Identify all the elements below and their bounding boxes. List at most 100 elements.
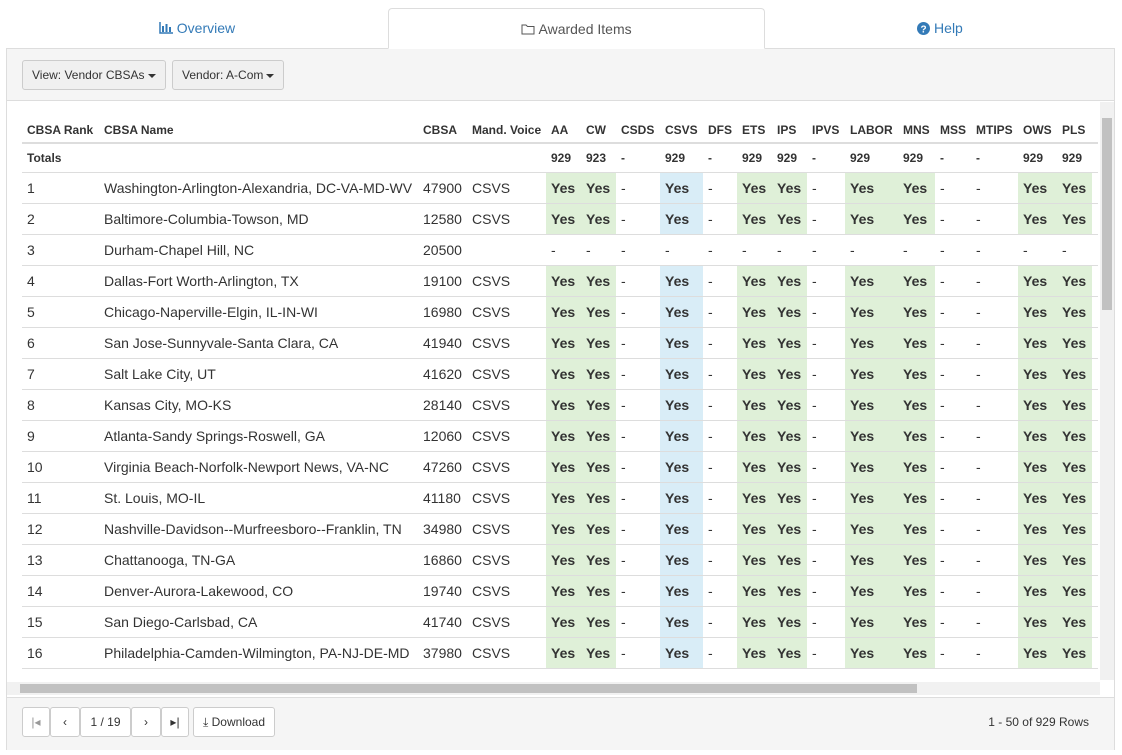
table-cell: Yes — [737, 359, 772, 389]
table-cell: 11 — [27, 490, 42, 506]
table-cell: Yes — [546, 421, 581, 451]
table-cell: - — [812, 645, 817, 661]
button-label: View: Vendor CBSAs — [32, 68, 145, 82]
table-cell: - — [976, 521, 981, 537]
table-cell: Yes — [772, 297, 807, 327]
table-cell: Yes — [845, 514, 898, 544]
table-cell: - — [621, 397, 626, 413]
row-border — [22, 327, 1098, 328]
table-cell: Yes — [1057, 576, 1092, 606]
table-cell: - — [742, 242, 747, 258]
table-cell: Yes — [845, 173, 898, 203]
row-border — [22, 575, 1098, 576]
row-border — [22, 606, 1098, 607]
download-button[interactable]: ⤓ Download — [193, 707, 276, 737]
table-cell: Yes — [898, 297, 935, 327]
table-cell: - — [903, 242, 908, 258]
table-cell: 34980 — [423, 521, 462, 537]
scroll-thumb[interactable] — [20, 684, 917, 693]
table-cell: Yes — [546, 328, 581, 358]
totals-cell: - — [976, 151, 980, 165]
table-cell: Durham-Chapel Hill, NC — [104, 242, 255, 258]
totals-cell: 929 — [742, 151, 763, 165]
totals-cell: 929 — [850, 151, 871, 165]
table-cell: Yes — [1057, 545, 1092, 575]
table-cell: 19100 — [423, 273, 462, 289]
table-cell: Yes — [1057, 421, 1092, 451]
vendor-dropdown[interactable]: Vendor: A-Com — [172, 60, 285, 90]
table-cell: - — [621, 552, 626, 568]
table-cell: 41740 — [423, 614, 462, 630]
row-border — [22, 296, 1098, 297]
totals-cell: 929 — [777, 151, 798, 165]
table-cell: Yes — [898, 638, 935, 668]
table-cell: Yes — [546, 545, 581, 575]
table-cell: Yes — [581, 328, 616, 358]
table-cell: - — [1023, 242, 1028, 258]
table-cell: 6 — [27, 335, 35, 351]
table-cell: Yes — [660, 483, 703, 513]
table-cell: - — [940, 645, 945, 661]
table-cell: - — [976, 614, 981, 630]
table-cell: 10 — [27, 459, 43, 475]
table-cell: Yes — [772, 204, 807, 234]
table-cell: Yes — [581, 359, 616, 389]
column-header: DFS — [708, 123, 732, 137]
hscrollbar[interactable] — [7, 682, 1100, 695]
totals-cell: - — [708, 151, 712, 165]
table-cell: Yes — [581, 452, 616, 482]
table-cell: - — [621, 521, 626, 537]
table-cell: - — [586, 242, 591, 258]
table-cell: - — [812, 614, 817, 630]
tab-help[interactable]: ? Help — [765, 8, 1115, 48]
table-cell: Yes — [1018, 607, 1057, 637]
column-header: CBSA Name — [104, 123, 174, 137]
table-cell: Virginia Beach-Norfolk-Newport News, VA-… — [104, 459, 390, 475]
table-cell: - — [940, 211, 945, 227]
table-cell: Yes — [737, 266, 772, 296]
table-cell: - — [708, 304, 713, 320]
table-cell: CSVS — [472, 273, 511, 289]
last-page[interactable]: ▸| — [161, 707, 189, 737]
column-header: Mand. Voice — [472, 123, 542, 137]
view-dropdown[interactable]: View: Vendor CBSAs — [22, 60, 166, 90]
table-cell: - — [940, 490, 945, 506]
row-border — [22, 668, 1098, 669]
tab-awarded[interactable]: Awarded Items — [388, 8, 765, 49]
totals-cell: 923 — [586, 151, 607, 165]
table-cell: Yes — [737, 452, 772, 482]
table-cell: Yes — [660, 328, 703, 358]
table-cell: Yes — [546, 173, 581, 203]
table-cell: 12 — [27, 521, 43, 537]
totals-cell: - — [812, 151, 816, 165]
table-cell: CSVS — [472, 180, 511, 196]
scroll-thumb[interactable] — [1102, 118, 1112, 310]
table-cell: Yes — [1018, 359, 1057, 389]
table-cell: Yes — [1018, 328, 1057, 358]
next-page[interactable]: › — [131, 707, 161, 737]
table-cell: Yes — [898, 421, 935, 451]
first-page[interactable]: |◂ — [22, 707, 50, 737]
icon — [159, 22, 173, 34]
table-cell: Yes — [1057, 638, 1092, 668]
table-cell: CSVS — [472, 459, 511, 475]
table-cell: - — [1062, 242, 1067, 258]
table-cell: - — [621, 242, 626, 258]
tab-label: Help — [934, 20, 963, 36]
table-cell: Yes — [581, 390, 616, 420]
vscrollbar[interactable] — [1100, 102, 1114, 680]
table-cell: Yes — [546, 576, 581, 606]
table-cell: 20500 — [423, 242, 462, 258]
table-cell: 1 — [27, 180, 35, 196]
column-header: AA — [551, 123, 569, 137]
table-cell: Yes — [581, 204, 616, 234]
tab-overview[interactable]: Overview — [6, 8, 388, 48]
prev-page[interactable]: ‹ — [50, 707, 80, 737]
table-cell: Yes — [546, 297, 581, 327]
table-cell: Yes — [845, 390, 898, 420]
table-cell: Yes — [737, 638, 772, 668]
table-cell: Yes — [660, 297, 703, 327]
table-cell: Yes — [1018, 545, 1057, 575]
table-cell: Yes — [660, 173, 703, 203]
table-cell: Washington-Arlington-Alexandria, DC-VA-M… — [104, 180, 413, 196]
